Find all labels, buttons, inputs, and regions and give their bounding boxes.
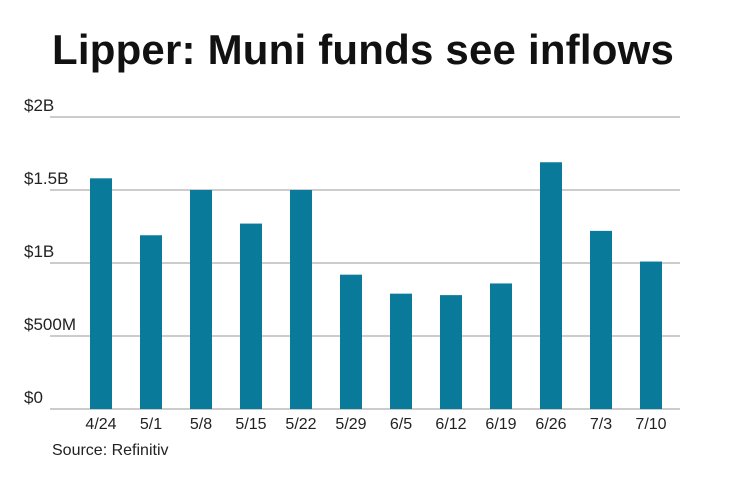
bar <box>390 293 412 409</box>
x-tick-label: 5/29 <box>335 416 366 433</box>
bar <box>640 261 662 409</box>
x-tick-label: 6/5 <box>390 416 412 433</box>
bar <box>440 295 462 409</box>
source-note: Source: Refinitiv <box>52 442 169 459</box>
x-tick-label: 5/8 <box>190 416 212 433</box>
x-tick-label: 6/12 <box>435 416 466 433</box>
x-tick-label: 4/24 <box>85 416 116 433</box>
x-tick-label: 6/19 <box>485 416 516 433</box>
bars <box>90 162 662 409</box>
bar <box>590 230 612 409</box>
bar <box>190 190 212 409</box>
y-tick-label: $2B <box>24 96 54 115</box>
bar <box>140 235 162 409</box>
bar <box>290 190 312 409</box>
bar <box>240 223 262 409</box>
bar <box>490 283 512 409</box>
x-axis-ticks: 4/24 5/1 5/8 5/15 5/22 5/29 6/5 6/12 6/19 6/26 7/3… <box>85 416 666 433</box>
x-tick-label: 7/3 <box>590 416 612 433</box>
y-tick-label: $0 <box>24 388 43 407</box>
bar <box>90 178 112 409</box>
chart-title: Lipper: Muni funds see inflows <box>52 26 675 73</box>
x-tick-label: 6/26 <box>535 416 566 433</box>
y-tick-label: $1B <box>24 242 54 261</box>
x-tick-label: 5/22 <box>285 416 316 433</box>
y-tick-label: $1.5B <box>24 169 68 188</box>
y-axis-ticks: $0 $500M $1B $1.5B $2B <box>24 96 76 407</box>
x-tick-label: 5/15 <box>235 416 266 433</box>
x-tick-label: 7/10 <box>635 416 666 433</box>
x-tick-label: 5/1 <box>140 416 162 433</box>
y-tick-label: $500M <box>24 315 76 334</box>
bar <box>540 162 562 409</box>
bar <box>340 274 362 409</box>
